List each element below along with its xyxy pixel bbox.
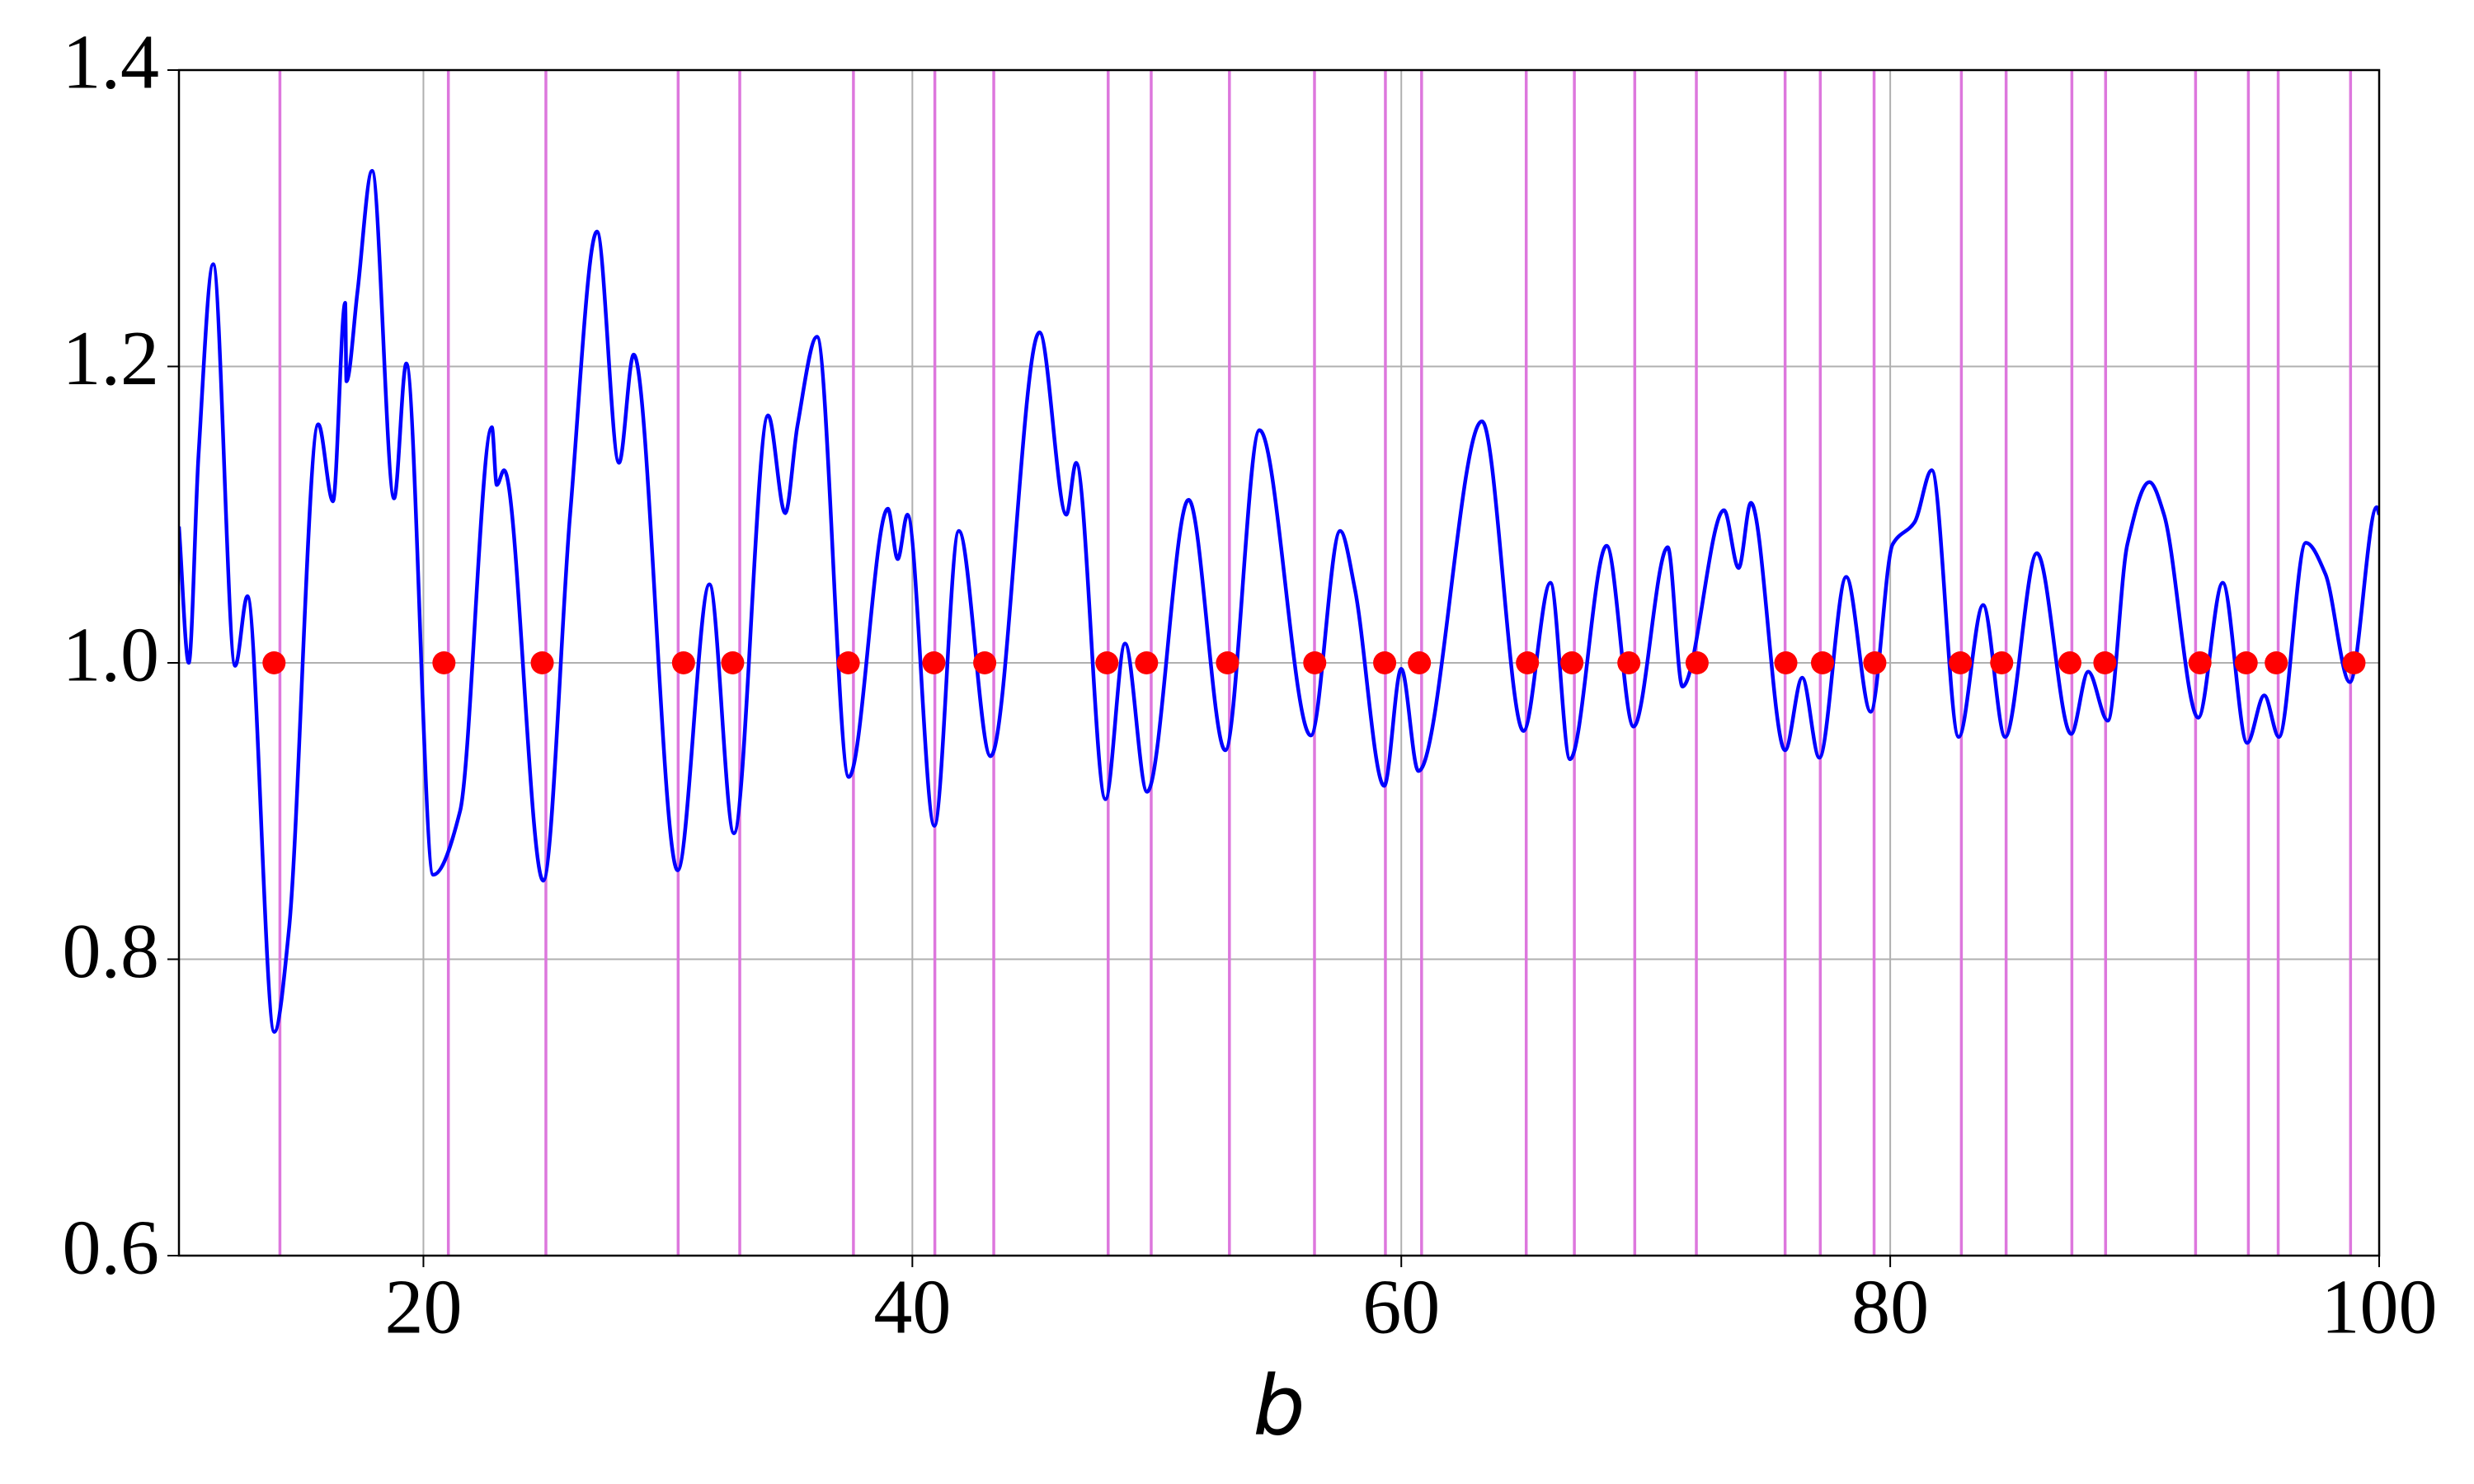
x-tick-label: 100 bbox=[2321, 1265, 2438, 1350]
point bbox=[1373, 651, 1397, 674]
y-tick-label: 0.6 bbox=[63, 1205, 160, 1291]
point bbox=[836, 651, 860, 674]
point bbox=[1135, 651, 1159, 674]
point bbox=[1408, 651, 1432, 674]
x-axis-label: b bbox=[1253, 1357, 1305, 1453]
point bbox=[671, 651, 695, 674]
point bbox=[1516, 651, 1540, 674]
point bbox=[1949, 651, 1973, 674]
point bbox=[1810, 651, 1834, 674]
y-tick-label: 0.8 bbox=[63, 909, 160, 994]
x-tick-label: 80 bbox=[1851, 1265, 1929, 1350]
y-tick-label: 1.0 bbox=[63, 613, 160, 698]
point bbox=[2265, 651, 2288, 674]
point bbox=[973, 651, 997, 674]
y-tick-label: 1.4 bbox=[63, 20, 160, 106]
point bbox=[2342, 651, 2366, 674]
point bbox=[922, 651, 946, 674]
point bbox=[721, 651, 745, 674]
point bbox=[1685, 651, 1709, 674]
x-tick-label: 20 bbox=[384, 1265, 462, 1350]
point bbox=[1216, 651, 1239, 674]
axes-frame bbox=[177, 68, 2381, 1257]
point bbox=[1560, 651, 1584, 674]
point bbox=[1095, 651, 1119, 674]
point bbox=[1617, 651, 1641, 674]
point bbox=[2093, 651, 2117, 674]
point bbox=[262, 651, 286, 674]
x-tick-label: 40 bbox=[873, 1265, 951, 1350]
point bbox=[530, 651, 554, 674]
point bbox=[2188, 651, 2212, 674]
point bbox=[1990, 651, 2014, 674]
point bbox=[432, 651, 456, 674]
point bbox=[2234, 651, 2258, 674]
x-tick-label: 60 bbox=[1362, 1265, 1440, 1350]
point bbox=[1303, 651, 1327, 674]
plot-area bbox=[179, 70, 2379, 1256]
data-line bbox=[179, 168, 2379, 1034]
point bbox=[1774, 651, 1798, 674]
point bbox=[2058, 651, 2081, 674]
point bbox=[1863, 651, 1887, 674]
y-tick-label: 1.2 bbox=[63, 316, 160, 402]
